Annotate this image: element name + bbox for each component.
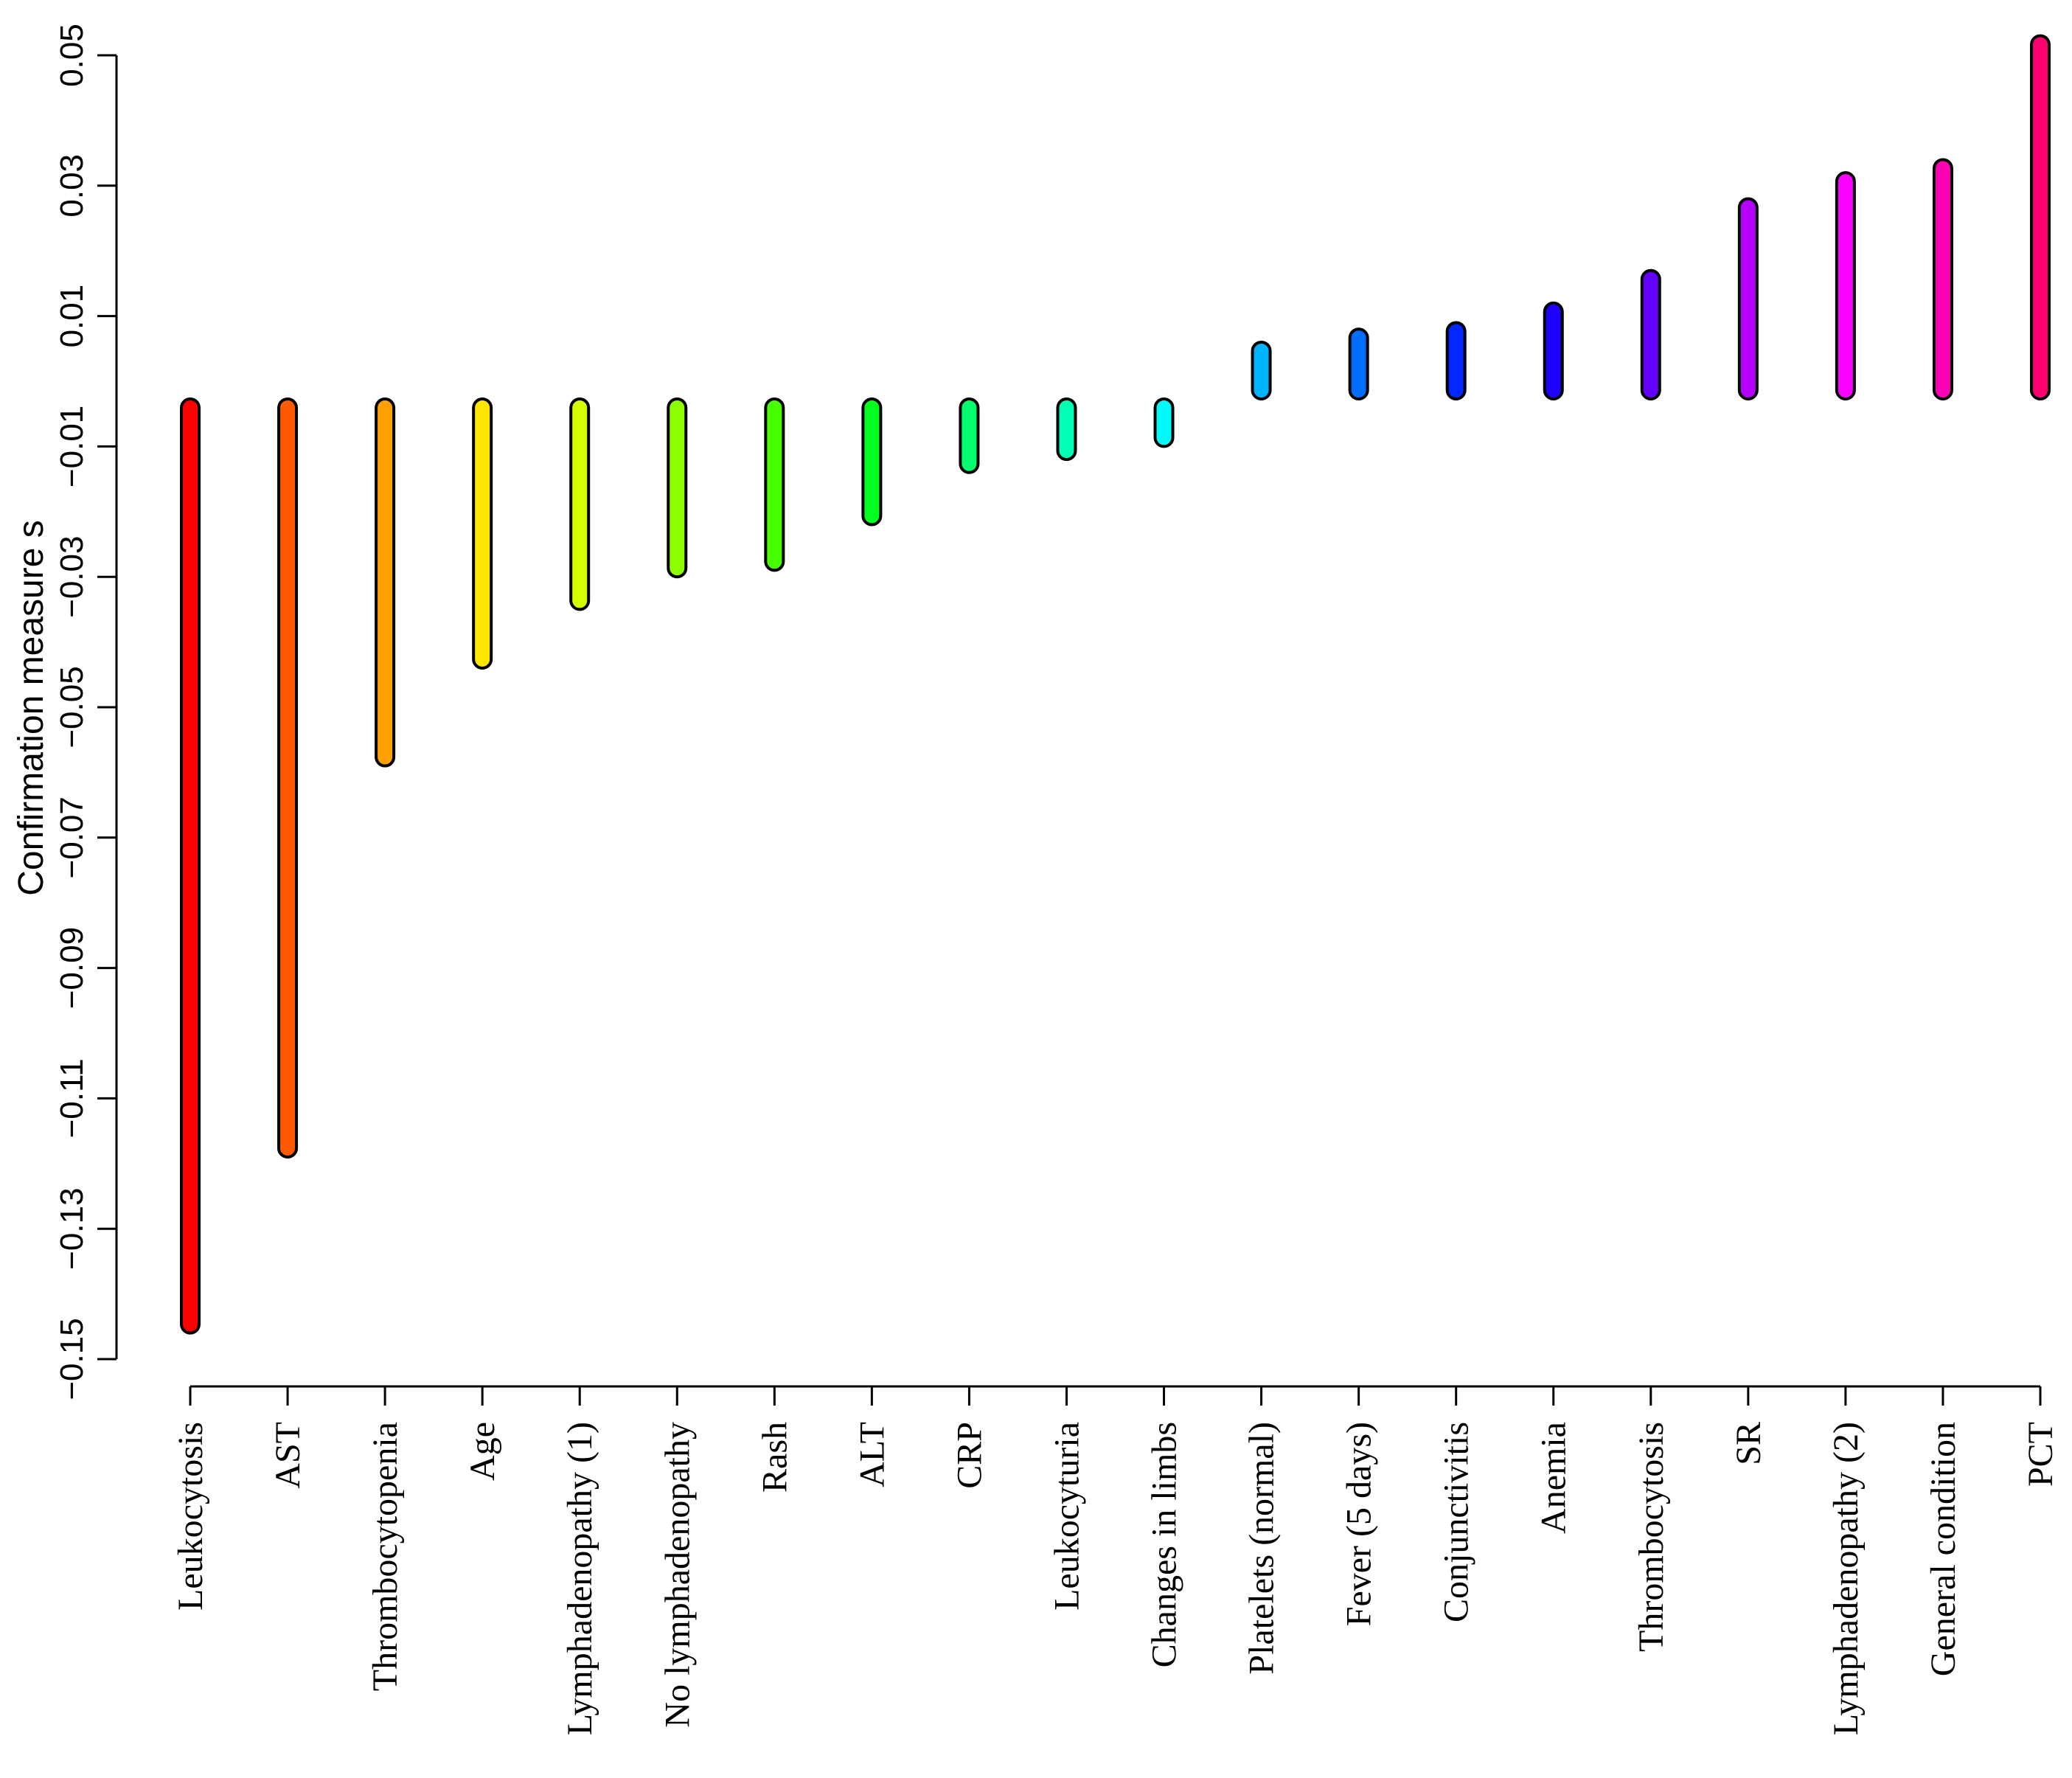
bar-sr (1737, 197, 1759, 400)
x-tick-label: PCT (2021, 1422, 2060, 1487)
bar-leukocytosis (180, 397, 201, 1335)
x-tick-label: CRP (950, 1422, 989, 1489)
y-tick-label: 0.01 (54, 285, 90, 348)
x-tick-label: No lymphadenopathy (658, 1422, 697, 1728)
x-tick-label: SR (1729, 1422, 1768, 1465)
y-axis-ticks: −0.15 −0.13 −0.11 −0.09 −0.07 −0.05 −0.03 −0.01… (54, 24, 117, 1400)
bar-conjunctivitis (1445, 321, 1467, 400)
y-tick-label: −0.05 (54, 666, 90, 748)
bar-ast (277, 397, 299, 1159)
bar-changes-in-limbs (1153, 397, 1175, 448)
bar-no-lymphadenopathy (667, 397, 688, 579)
x-tick-label: Lymphadenopathy (2) (1826, 1422, 1866, 1735)
x-tick-label: Platelets (normal) (1242, 1422, 1282, 1675)
y-tick-label: −0.01 (54, 406, 90, 487)
x-tick-label: Anemia (1534, 1422, 1574, 1534)
bar-pct (2030, 34, 2051, 400)
y-tick-label: −0.03 (54, 536, 90, 618)
x-tick-label: Leukocyturia (1047, 1422, 1086, 1611)
bar-alt (861, 397, 883, 527)
x-tick-label: Fever (5 days) (1340, 1422, 1379, 1626)
bar-fever-5-days (1348, 327, 1369, 400)
y-tick-label: 0.05 (54, 24, 90, 87)
bar-lymphadenopathy-1 (569, 397, 591, 611)
x-tick-label: Changes in limbs (1145, 1422, 1184, 1667)
x-axis-ticks: Leukocytosis AST Thrombocytopenia Age Lympha… (171, 1386, 2060, 1735)
y-tick-label: 0.03 (54, 154, 90, 218)
y-tick-label: −0.11 (54, 1058, 90, 1138)
y-tick-label: −0.13 (54, 1188, 90, 1270)
y-axis-title-group: Confirmation measure s (12, 520, 51, 896)
bar-age (472, 397, 493, 670)
x-tick-label: Conjunctivitis (1437, 1422, 1476, 1622)
bar-rash (764, 397, 785, 572)
x-tick-label: Leukocytosis (171, 1422, 210, 1611)
bars (180, 34, 2051, 1335)
x-tick-label: AST (268, 1422, 307, 1489)
bar-general-condition (1932, 158, 1953, 400)
y-tick-label: −0.07 (54, 796, 90, 878)
y-axis-title: Confirmation measure s (12, 520, 51, 896)
x-tick-label: Rash (755, 1422, 794, 1493)
x-tick-label: Thrombocytosis (1632, 1422, 1671, 1652)
bar-leukocyturia (1056, 397, 1077, 462)
bar-lymphadenopathy-2 (1835, 171, 1856, 400)
x-tick-label: Age (463, 1422, 502, 1481)
x-tick-label: General condition (1924, 1422, 1963, 1676)
y-tick-label: −0.15 (54, 1318, 90, 1400)
x-tick-label: Lymphadenopathy (1) (560, 1422, 599, 1735)
bar-thrombocytosis (1640, 268, 1661, 400)
bar-crp (959, 397, 980, 474)
x-tick-label: Thrombocytopenia (366, 1422, 405, 1691)
bar-platelets-normal (1251, 340, 1272, 400)
bar-thrombocytopenia (375, 397, 396, 768)
y-tick-label: −0.09 (54, 927, 90, 1009)
x-tick-label: ALT (852, 1422, 891, 1487)
bar-anemia (1543, 301, 1564, 401)
